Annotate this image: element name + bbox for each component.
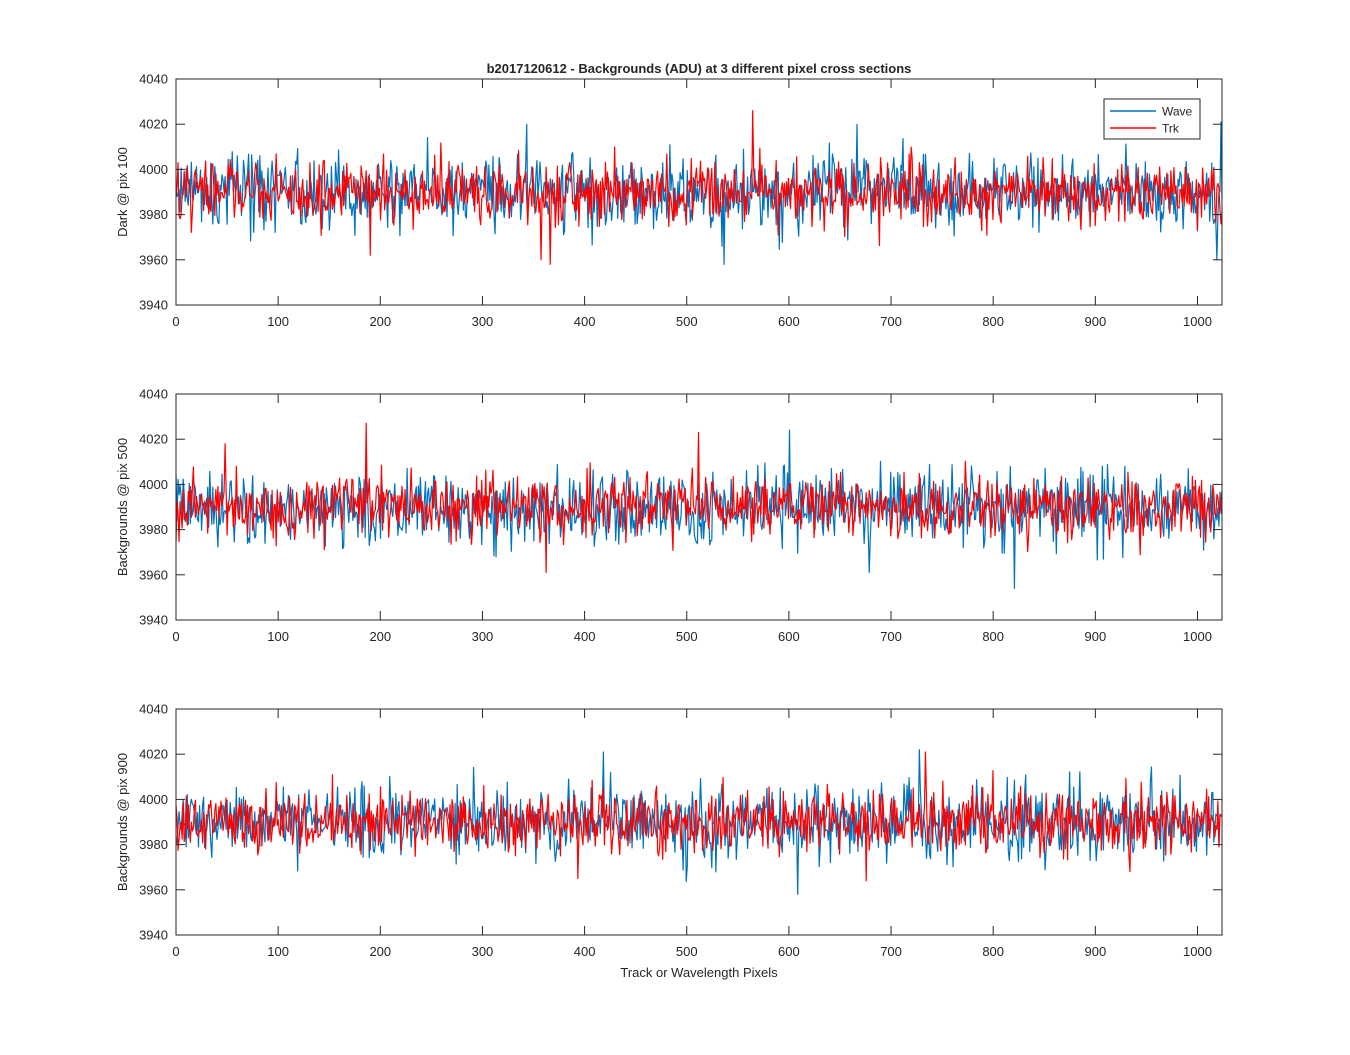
x-tick-label: 400 <box>574 944 596 959</box>
legend-box <box>1103 98 1201 140</box>
x-tick-label: 900 <box>1084 314 1106 329</box>
x-tick-label: 0 <box>172 629 179 644</box>
x-tick-label: 500 <box>676 314 698 329</box>
y-tick-label: 3940 <box>139 928 168 943</box>
legend: Wave Trk <box>1103 98 1201 140</box>
y-tick-label: 3940 <box>139 613 168 628</box>
x-tick-label: 100 <box>267 944 289 959</box>
y-tick-label: 4040 <box>139 702 168 717</box>
x-tick-label: 700 <box>880 629 902 644</box>
y-tick-label: 4040 <box>139 72 168 87</box>
x-tick-label: 1000 <box>1183 314 1212 329</box>
x-tick-label: 200 <box>369 314 391 329</box>
subplot-1: 0 100 200 300 400 500 600 700 800 900 1000 3940 3960… <box>115 72 1223 329</box>
x-tick-label: 300 <box>472 629 494 644</box>
y-tick-label: 3960 <box>139 567 168 582</box>
x-tick-label: 400 <box>574 629 596 644</box>
x-tick-label: 300 <box>472 944 494 959</box>
y-tick-label: 4020 <box>139 432 168 447</box>
y-tick-label: 3940 <box>139 298 168 313</box>
y-tick-label: 4000 <box>139 477 168 492</box>
series-line-trk-2 <box>175 422 1223 574</box>
series-line-trk-1 <box>175 110 1223 265</box>
x-tick-label: 500 <box>676 629 698 644</box>
y-tick-label: 3980 <box>139 522 168 537</box>
y-tick-label: 4040 <box>139 387 168 402</box>
y-axis-label: Backgrounds @ pix 900 <box>115 753 130 891</box>
y-axis-label: Backgrounds @ pix 500 <box>115 438 130 576</box>
x-tick-label: 0 <box>172 314 179 329</box>
x-tick-label: 200 <box>369 629 391 644</box>
x-tick-label: 800 <box>982 944 1004 959</box>
x-tick-label: 600 <box>778 629 800 644</box>
y-tick-label: 4020 <box>139 747 168 762</box>
subplot-2: 0 100 200 300 400 500 600 700 800 900 1000 3940 3960… <box>115 387 1223 644</box>
y-tick-label: 3980 <box>139 837 168 852</box>
x-tick-label: 800 <box>982 629 1004 644</box>
x-tick-label: 600 <box>778 944 800 959</box>
y-tick-label: 4000 <box>139 792 168 807</box>
legend-label-trk: Trk <box>1162 122 1180 136</box>
subplot-3: 0 100 200 300 400 500 600 700 800 900 1000 3940 3960… <box>115 702 1223 959</box>
x-tick-label: 0 <box>172 944 179 959</box>
x-tick-label: 700 <box>880 944 902 959</box>
y-tick-label: 4000 <box>139 162 168 177</box>
x-tick-label: 100 <box>267 314 289 329</box>
x-tick-label: 800 <box>982 314 1004 329</box>
y-tick-label: 3960 <box>139 252 168 267</box>
x-tick-label: 100 <box>267 629 289 644</box>
y-tick-label: 4020 <box>139 117 168 132</box>
series-line-trk-3 <box>175 751 1223 882</box>
x-tick-label: 600 <box>778 314 800 329</box>
x-tick-label: 700 <box>880 314 902 329</box>
x-axis-label: Track or Wavelength Pixels <box>620 965 778 980</box>
y-tick-label: 3960 <box>139 882 168 897</box>
x-tick-label: 200 <box>369 944 391 959</box>
x-tick-label: 1000 <box>1183 629 1212 644</box>
plot-frame <box>175 78 1223 306</box>
x-tick-label: 900 <box>1084 629 1106 644</box>
x-tick-label: 1000 <box>1183 944 1212 959</box>
y-tick-label: 3980 <box>139 207 168 222</box>
legend-label-wave: Wave <box>1162 105 1193 119</box>
plot-frame <box>175 393 1223 621</box>
x-tick-label: 400 <box>574 314 596 329</box>
plot-frame <box>175 708 1223 936</box>
figure-title: b2017120612 - Backgrounds (ADU) at 3 dif… <box>487 61 912 76</box>
x-tick-label: 900 <box>1084 944 1106 959</box>
x-tick-label: 500 <box>676 944 698 959</box>
x-tick-label: 300 <box>472 314 494 329</box>
y-axis-label: Dark @ pix 100 <box>115 147 130 237</box>
